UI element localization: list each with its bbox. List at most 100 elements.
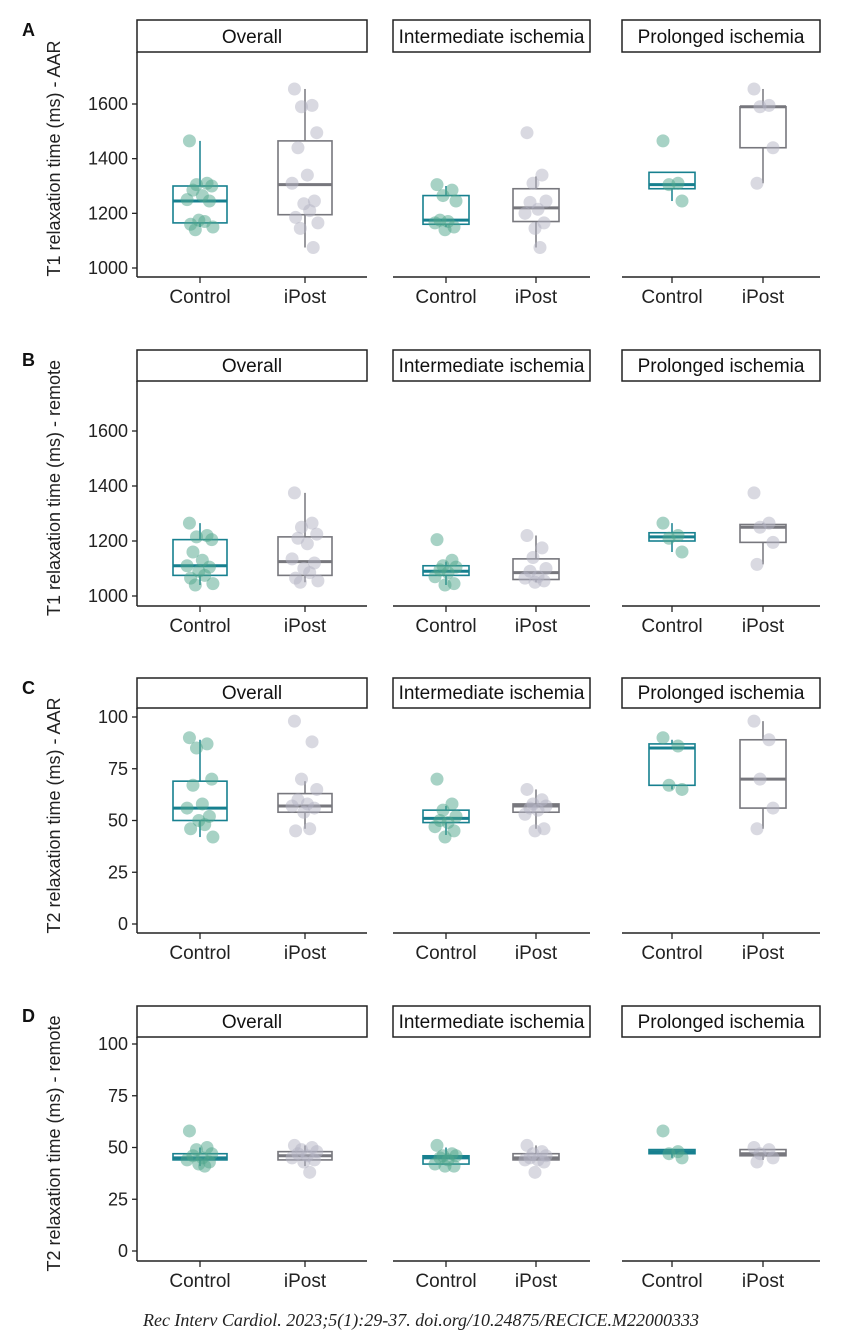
- data-point: [662, 778, 676, 792]
- data-point: [303, 822, 317, 836]
- data-point: [303, 566, 317, 580]
- data-point: [285, 799, 299, 813]
- y-tick-label: 50: [108, 1138, 128, 1158]
- box: [739, 105, 787, 149]
- data-point: [300, 168, 314, 182]
- x-tick-label: Control: [169, 1271, 230, 1292]
- data-point: [662, 531, 676, 545]
- data-point: [184, 822, 198, 836]
- data-point: [198, 818, 212, 832]
- x-tick-label: iPost: [284, 287, 327, 308]
- y-axis-title: T1 relaxation time (ms) - AAR: [44, 40, 64, 276]
- data-point: [438, 1159, 452, 1173]
- data-point: [428, 570, 442, 584]
- data-point: [535, 168, 549, 182]
- facet-strip: [392, 1005, 591, 1038]
- x-tick-label: Control: [641, 943, 702, 964]
- x-tick-label: iPost: [742, 287, 785, 308]
- panel-C: C T2 relaxation time (ms) - AAR 0 25 50 75 100…: [22, 677, 821, 964]
- data-point: [182, 516, 196, 530]
- x-tick-label: iPost: [284, 943, 327, 964]
- facet-prolonged-ischemia: Prolonged ischemia Control iPost: [621, 349, 821, 637]
- data-point: [520, 529, 534, 542]
- data-point: [294, 520, 308, 534]
- data-point: [762, 733, 776, 747]
- facet-title: Overall: [222, 1012, 282, 1033]
- data-point: [766, 141, 780, 155]
- data-point: [531, 202, 545, 216]
- data-point: [662, 178, 676, 192]
- data-point: [438, 578, 452, 592]
- data-point: [428, 1157, 442, 1171]
- data-point: [305, 516, 319, 530]
- data-point: [310, 126, 324, 140]
- facet-title: Prolonged ischemia: [638, 1012, 805, 1033]
- data-point: [285, 1151, 299, 1165]
- data-point: [753, 772, 767, 786]
- x-tick-label: iPost: [515, 1271, 558, 1292]
- data-point: [297, 1155, 311, 1169]
- facet-strip: [392, 349, 591, 382]
- facet-intermediate-ischemia: Intermediate ischemia Control iPost: [392, 19, 591, 308]
- facet-title: Intermediate ischemia: [399, 356, 585, 377]
- data-point: [747, 82, 761, 96]
- facet-title: Intermediate ischemia: [399, 683, 585, 704]
- data-point: [198, 568, 212, 582]
- data-point: [180, 559, 194, 573]
- data-point: [311, 216, 325, 230]
- x-tick-label: Control: [641, 287, 702, 308]
- data-point: [518, 571, 532, 585]
- data-point: [441, 566, 455, 580]
- data-point: [662, 1147, 676, 1161]
- data-point: [206, 830, 220, 844]
- data-point: [182, 134, 196, 148]
- facet-strip: [621, 349, 821, 382]
- x-tick-label: iPost: [515, 943, 558, 964]
- data-point: [750, 176, 764, 190]
- data-point: [535, 541, 549, 555]
- data-point: [186, 183, 200, 197]
- data-point: [307, 801, 321, 815]
- data-point: [289, 210, 303, 224]
- x-tick-label: Control: [169, 287, 230, 308]
- facet-intermediate-ischemia: Intermediate ischemia Control iPost: [392, 1005, 591, 1292]
- data-point: [430, 533, 444, 547]
- data-point: [305, 98, 319, 112]
- data-point: [310, 782, 324, 796]
- y-tick-label: 25: [108, 1189, 128, 1209]
- data-point: [656, 516, 670, 530]
- data-point: [656, 731, 670, 745]
- data-point: [287, 82, 301, 96]
- data-point: [306, 241, 320, 254]
- data-point: [182, 731, 196, 745]
- facet-title: Prolonged ischemia: [638, 356, 805, 377]
- data-point: [766, 535, 780, 549]
- box: [648, 743, 696, 787]
- data-point: [206, 577, 220, 591]
- y-tick-label: 75: [108, 759, 128, 779]
- data-point: [198, 1159, 212, 1173]
- data-point: [537, 1155, 551, 1169]
- facet-title: Prolonged ischemia: [638, 27, 805, 48]
- data-point: [747, 714, 761, 728]
- data-point: [747, 486, 761, 500]
- y-tick-label: 100: [98, 707, 128, 727]
- data-point: [294, 772, 308, 786]
- data-point: [188, 223, 202, 237]
- y-tick-label: 1600: [88, 94, 128, 114]
- data-point: [526, 176, 540, 190]
- data-point: [430, 1138, 444, 1152]
- data-point: [310, 527, 324, 541]
- panel-B: B T1 relaxation time (ms) - remote 1000 120…: [22, 349, 821, 637]
- x-tick-label: iPost: [515, 616, 558, 637]
- data-point: [287, 486, 301, 500]
- x-tick-label: Control: [641, 616, 702, 637]
- data-point: [675, 1151, 689, 1165]
- data-point: [750, 557, 764, 571]
- y-tick-label: 25: [108, 862, 128, 882]
- data-point: [518, 807, 532, 821]
- facet-strip: [136, 349, 368, 382]
- data-point: [753, 100, 767, 114]
- data-point: [303, 204, 317, 218]
